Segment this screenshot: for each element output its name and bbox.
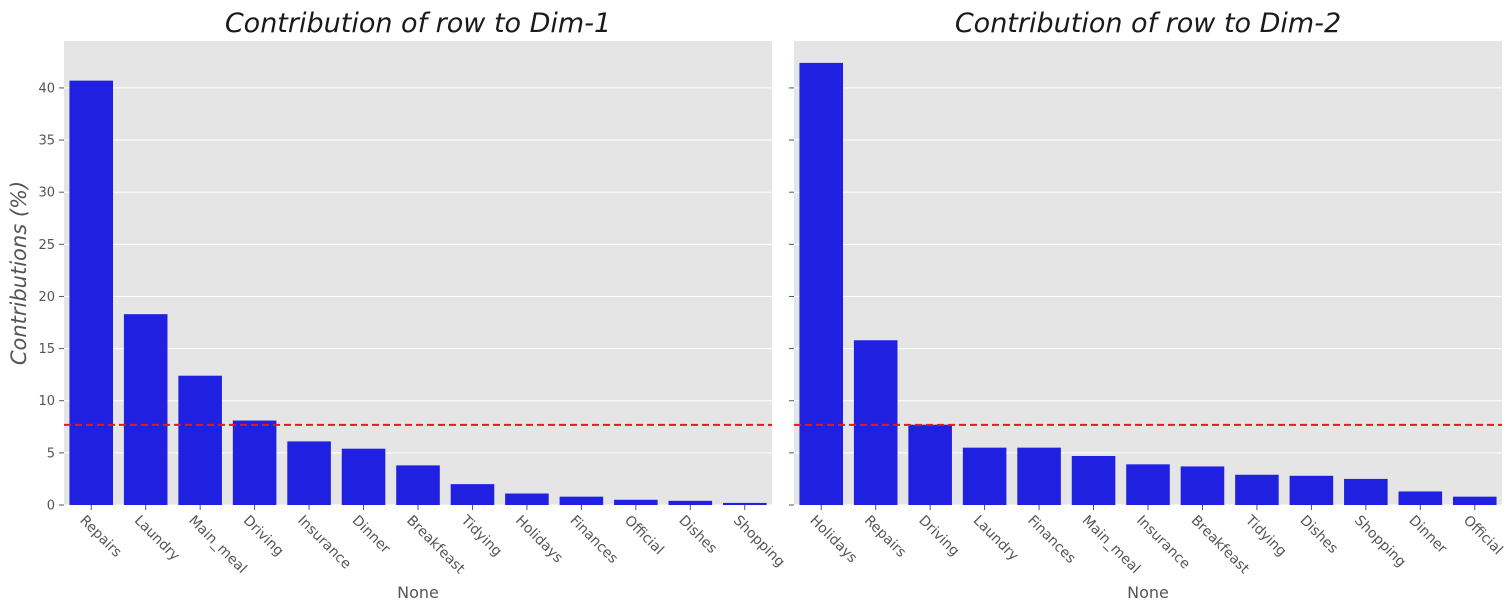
bar-dinner xyxy=(1398,491,1443,505)
bar-dinner xyxy=(341,448,386,505)
plot-area xyxy=(64,41,772,505)
bar-finances xyxy=(559,496,604,505)
bar-laundry xyxy=(962,447,1007,505)
bar-tidying xyxy=(1235,474,1279,505)
x-axis-label: None xyxy=(397,583,439,602)
bar-breakfeast xyxy=(396,465,440,505)
bar-dishes xyxy=(668,500,713,505)
x-tick-label: Insurance xyxy=(294,513,354,573)
bar-holidays xyxy=(505,493,549,505)
x-tick-label: Dishes xyxy=(675,513,719,557)
bar-driving xyxy=(908,424,952,505)
chart-title: Contribution of row to Dim-2 xyxy=(955,8,1341,39)
bar-official xyxy=(1452,496,1497,505)
y-tick-label: 20 xyxy=(38,290,55,305)
plot-area xyxy=(794,41,1502,505)
chart-panel-2: Holidays Repairs Driving Laundry Finances Mai… xyxy=(789,8,1506,602)
x-tick-label: Dinner xyxy=(349,513,394,558)
y-tick-label: 15 xyxy=(38,342,55,357)
x-tick-label: Repairs xyxy=(76,513,124,561)
bar-repairs xyxy=(69,80,114,506)
x-tick-label: Official xyxy=(1460,513,1506,559)
bar-shopping xyxy=(722,502,767,505)
x-tick-label: Shopping xyxy=(1351,513,1409,571)
x-tick-label: Driving xyxy=(915,513,962,560)
x-tick-label: Finances xyxy=(567,513,621,567)
y-axis-label: Contributions (%) xyxy=(7,181,31,365)
y-tick-label: 25 xyxy=(38,238,55,253)
x-tick-label: Finances xyxy=(1024,513,1078,567)
x-tick-label: Tidying xyxy=(1241,512,1289,560)
x-tick-label: Driving xyxy=(240,513,287,560)
chart-title: Contribution of row to Dim-1 xyxy=(225,8,611,39)
bar-insurance xyxy=(1126,464,1170,505)
x-axis-label: None xyxy=(1127,583,1169,602)
bar-holidays xyxy=(799,62,844,505)
y-tick-label: 5 xyxy=(47,446,55,461)
x-tick-label: Repairs xyxy=(861,513,909,561)
x-tick-label: Dishes xyxy=(1297,513,1341,557)
x-tick-label: Holidays xyxy=(512,513,566,567)
bar-dishes xyxy=(1289,475,1334,505)
x-tick-label: Laundry xyxy=(970,513,1022,565)
bar-shopping xyxy=(1344,478,1388,505)
bar-tidying xyxy=(450,484,495,505)
y-tick-label: 10 xyxy=(38,394,55,409)
x-tick-label: Official xyxy=(621,513,667,559)
y-tick-label: 35 xyxy=(38,134,55,149)
x-tick-label: Shopping xyxy=(730,513,788,571)
bar-laundry xyxy=(123,314,168,505)
y-tick-label: 40 xyxy=(38,81,55,96)
bar-main-meal xyxy=(1071,455,1116,505)
x-tick-label: Laundry xyxy=(131,513,183,565)
bar-insurance xyxy=(287,441,331,505)
y-tick-label: 0 xyxy=(47,499,55,514)
bar-driving xyxy=(232,420,277,505)
x-tick-label: Holidays xyxy=(806,513,860,567)
bar-repairs xyxy=(853,340,898,505)
x-tick-label: Dinner xyxy=(1405,513,1450,558)
y-tick-label: 30 xyxy=(38,186,55,201)
bar-breakfeast xyxy=(1180,466,1225,505)
bar-finances xyxy=(1017,447,1061,505)
bar-main-meal xyxy=(178,375,222,505)
bar-official xyxy=(614,499,658,505)
x-tick-label: Tidying xyxy=(457,512,505,560)
